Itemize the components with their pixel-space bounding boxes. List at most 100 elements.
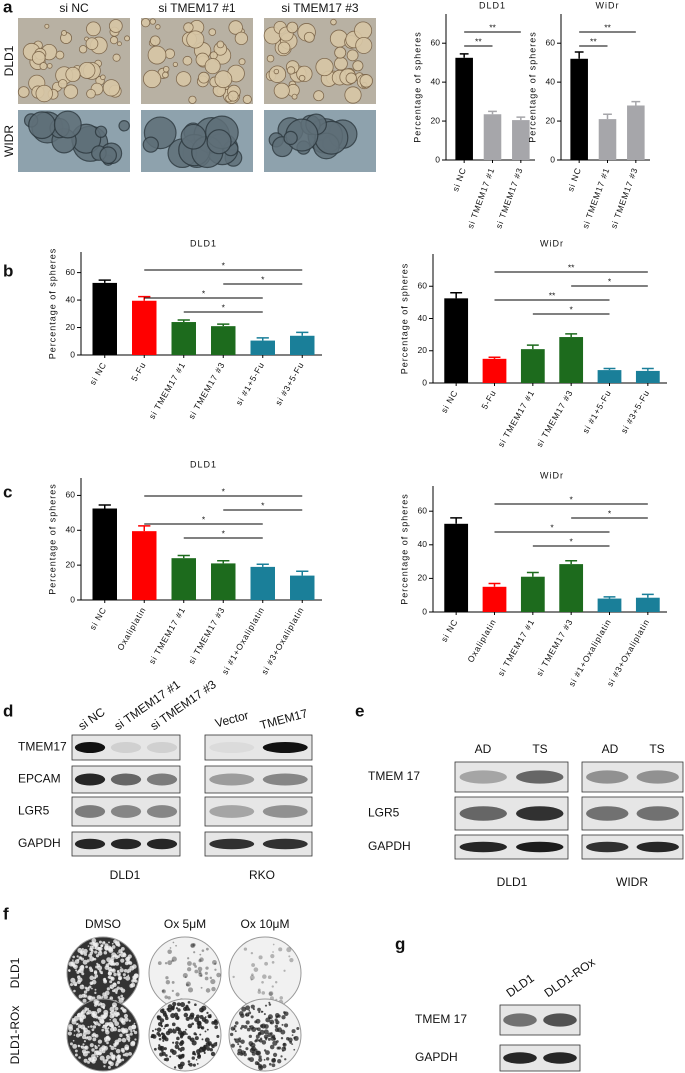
micrograph xyxy=(264,110,376,172)
row-label: LGR5 xyxy=(18,804,50,818)
sphere xyxy=(180,123,207,150)
colony xyxy=(280,1055,283,1058)
significance-label: * xyxy=(222,486,226,496)
colony xyxy=(250,978,253,981)
bar xyxy=(132,531,157,600)
colony xyxy=(198,970,202,975)
error-bar xyxy=(217,560,230,564)
y-tick-label: 0 xyxy=(422,377,427,387)
colony xyxy=(95,954,100,958)
colony xyxy=(115,1014,118,1017)
colony xyxy=(120,1007,123,1010)
colony xyxy=(111,1056,116,1061)
bar xyxy=(455,57,473,160)
colony xyxy=(258,955,263,960)
sphere xyxy=(286,66,296,75)
colony xyxy=(133,1022,136,1025)
significance-label: ** xyxy=(549,290,556,300)
blot xyxy=(499,1044,581,1072)
colony xyxy=(118,953,121,956)
colony xyxy=(114,1010,117,1013)
colony xyxy=(122,973,126,977)
colony xyxy=(204,976,209,981)
colony xyxy=(214,962,217,965)
panel-label: f xyxy=(3,904,9,923)
colony xyxy=(74,965,77,968)
error-bar xyxy=(488,110,497,115)
colony xyxy=(81,972,85,976)
colony xyxy=(257,1007,261,1012)
sphere xyxy=(155,24,161,30)
sphere xyxy=(28,111,56,140)
colony xyxy=(83,990,88,994)
column-header: Ox 10μM xyxy=(241,917,290,931)
colony xyxy=(78,1056,81,1059)
sphere xyxy=(330,18,337,26)
y-tick-label: 20 xyxy=(66,559,76,569)
colony xyxy=(119,1033,123,1038)
colony xyxy=(81,1013,85,1017)
colony xyxy=(94,1034,97,1037)
colony xyxy=(216,1034,220,1038)
colony xyxy=(67,1031,72,1036)
significance-label: * xyxy=(222,302,226,312)
colony xyxy=(209,1047,213,1052)
colony xyxy=(104,1026,108,1030)
colony xyxy=(171,980,175,984)
colony xyxy=(263,1029,269,1035)
colony xyxy=(248,1041,254,1046)
colony xyxy=(195,1058,198,1061)
colony xyxy=(120,994,124,998)
x-tick-label: si TMEM17 #3 xyxy=(186,360,227,421)
colony xyxy=(101,1049,106,1054)
colony xyxy=(130,1041,136,1047)
bar xyxy=(171,558,196,600)
colony xyxy=(90,949,94,953)
sphere xyxy=(112,53,121,62)
x-tick-label: si NC xyxy=(87,605,108,631)
colony xyxy=(250,1015,254,1019)
colony xyxy=(124,1017,129,1022)
colony xyxy=(271,961,275,964)
significance-label: * xyxy=(550,522,554,532)
y-axis-label: Percentage of spheres xyxy=(47,248,57,360)
colony xyxy=(120,1047,125,1052)
error-bar xyxy=(217,323,230,327)
colony xyxy=(176,1055,178,1057)
colony xyxy=(89,975,95,981)
colony xyxy=(83,994,88,998)
colony xyxy=(123,976,126,979)
colony xyxy=(128,1019,131,1022)
blot xyxy=(454,761,569,793)
sphere xyxy=(162,71,169,79)
colony xyxy=(268,1003,272,1006)
sphere xyxy=(268,65,287,83)
sphere xyxy=(78,45,88,54)
error-bar xyxy=(526,571,539,577)
sphere xyxy=(352,60,364,72)
colony xyxy=(257,990,261,994)
colony xyxy=(103,950,108,955)
panel-label: d xyxy=(3,701,13,720)
y-tick-label: 0 xyxy=(422,606,427,616)
colony xyxy=(127,974,130,977)
colony xyxy=(200,986,203,989)
colony xyxy=(180,1046,185,1051)
x-tick-label: si #3+Oxaliplatin xyxy=(259,605,306,676)
colony xyxy=(111,942,114,945)
sphere xyxy=(58,79,68,89)
band xyxy=(586,770,629,784)
sphere xyxy=(209,51,218,60)
colony xyxy=(249,1057,255,1063)
sphere xyxy=(214,70,233,89)
bar xyxy=(627,105,645,160)
colony xyxy=(264,961,269,966)
band xyxy=(146,773,178,786)
sphere xyxy=(149,35,161,47)
column-header: Ox 5μM xyxy=(164,917,206,931)
micrograph xyxy=(263,18,376,104)
lane-label: TS xyxy=(532,742,547,756)
colony xyxy=(131,979,135,983)
colony xyxy=(263,1013,266,1016)
colony xyxy=(156,1031,160,1036)
